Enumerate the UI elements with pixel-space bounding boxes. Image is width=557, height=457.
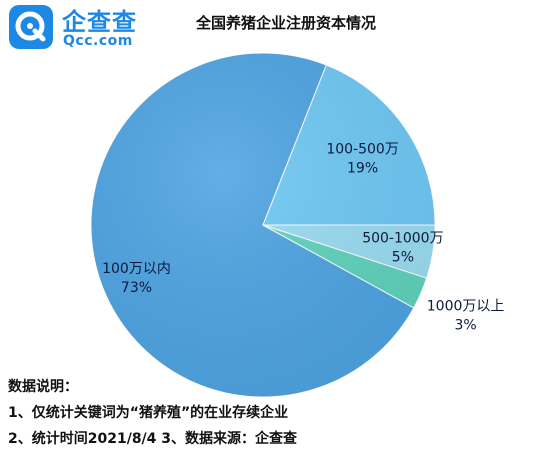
slice-label-2: 100-500万 bbox=[326, 141, 399, 157]
brand-name: 企查查 bbox=[62, 8, 137, 36]
slice-value-3: 5% bbox=[392, 250, 414, 266]
slice-value-1: 73% bbox=[121, 280, 152, 296]
notes-heading: 数据说明： bbox=[8, 379, 78, 395]
slice-value-4: 3% bbox=[454, 317, 476, 333]
notes-line-2: 2、统计时间2021/8/4 3、数据来源：企查查 bbox=[8, 431, 298, 447]
notes-line-1: 1、仅统计关键词为“猪养殖”的在业存续企业 bbox=[8, 405, 289, 421]
slice-value-2: 19% bbox=[347, 160, 378, 176]
data-notes: 数据说明： 1、仅统计关键词为“猪养殖”的在业存续企业 2、统计时间2021/8… bbox=[8, 374, 297, 452]
slice-label-1: 100万以内 bbox=[102, 261, 171, 277]
brand-logo-icon bbox=[9, 5, 53, 49]
pie-labels: 100万以内 73% 100-500万 19% 500-1000万 5% 1000万以上 3% bbox=[102, 141, 504, 333]
pie-slices bbox=[90, 52, 436, 398]
chart-title: 全国养猪企业注册资本情况 bbox=[196, 14, 377, 32]
slice-label-3: 500-1000万 bbox=[362, 231, 443, 247]
slice-label-4: 1000万以上 bbox=[427, 298, 505, 314]
brand-domain: Qcc.com bbox=[63, 33, 133, 49]
brand-logo: 企查查 Qcc.com bbox=[8, 2, 188, 52]
